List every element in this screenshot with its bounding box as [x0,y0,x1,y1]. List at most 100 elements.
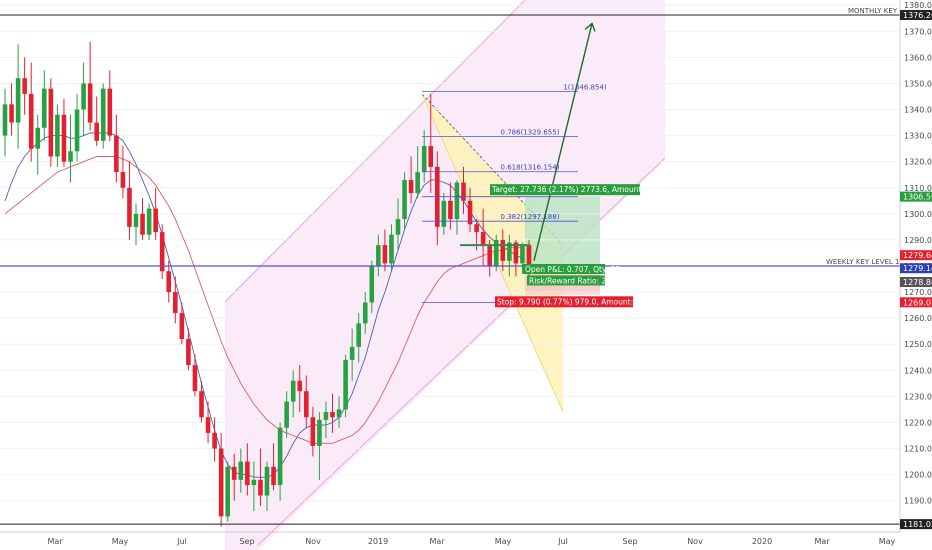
fib-level-label: 0.786(1329.655) [501,129,560,137]
price-tick-label: 1370.000 [904,27,932,36]
candle-body [166,271,172,293]
candle-body [290,380,296,402]
time-tick-label: May [495,537,512,546]
annotations: MONTHLY KEY LEVEL WEEKLY KEY LEVEL 1280.0… [0,7,928,525]
candle-body [22,78,27,94]
target-tag: 1306.598 [903,193,932,202]
candle-body [487,245,492,266]
price-tick-label: 1290.000 [904,236,932,245]
price-tag: 1279.142 [903,264,932,273]
price-tick-label: 1210.000 [904,445,932,454]
low-level-tag: 1181.020 [903,520,932,529]
price-tick-label: 1330.000 [904,132,932,141]
candle-body [74,109,80,152]
candle-body [186,339,191,366]
price-tick-label: 1300.000 [904,210,932,219]
price-tick-label: 1250.000 [904,340,932,349]
candle-body [428,146,434,167]
target-box [490,184,640,196]
candle-body [218,448,224,517]
price-tick-label: 1360.000 [904,53,932,62]
candle-body [127,187,132,227]
candle-body [48,88,54,157]
open-pnl-box [523,264,605,274]
candle-body [81,83,86,110]
candle-body [421,146,427,173]
time-tick-label: Mar [429,537,445,546]
risk-reward-box [527,275,605,286]
fib-level-label: 0.618(1316.154) [501,164,560,172]
candle-body [9,104,14,123]
candle-body [120,172,126,188]
candle-body [369,266,375,303]
candle-body [461,182,466,201]
candle-body [500,239,506,261]
risk-reward-text: Risk/Reward Ratio: 2.83 [529,276,618,285]
target-zone [525,196,600,268]
weekly-key-level-label: WEEKLY KEY LEVEL 1280.000 [826,258,928,266]
candle-body [68,151,73,162]
candles [2,41,532,527]
weekly-level-tag: 1279.649 [903,251,932,260]
candle-body [87,83,93,123]
candle-body [212,432,217,449]
price-tick-label: 1310.000 [904,184,932,193]
stop-box [495,296,633,308]
price-tick-label: 1380.000 [904,1,932,10]
candle-body [42,88,47,128]
candle-body [474,224,479,233]
target-tag-bg [900,191,932,202]
candle-body [304,391,309,418]
candle-body [146,208,152,235]
candle-body [258,479,263,496]
candle-body [415,172,420,193]
candle-body [389,234,394,264]
candle-body [238,461,244,480]
candle-body [467,200,473,225]
candle-body [231,466,237,480]
candle-body [513,242,519,264]
candle-body [343,359,348,410]
time-tick-label: 2019 [368,537,388,546]
stop-tag-bg [900,297,932,308]
price-tick-label: 1320.000 [904,158,932,167]
time-tick-label: Mar [47,537,63,546]
candle-body [317,419,322,446]
candle-body [28,93,34,149]
candle-body [100,88,106,141]
candle-body [114,135,119,173]
candle-body [107,88,113,136]
ascending-channel-fill [225,0,665,550]
monthly-level-tag: 1376.260 [903,11,932,20]
candle-body [402,179,407,220]
candle-body [140,213,145,235]
fib-level-label: 0.382(1297.188) [501,213,560,221]
open-pnl-text: Open P&L: 0.707, Qty: 25 [525,265,621,274]
price-tick-label: 1350.000 [904,79,932,88]
grid [0,4,900,502]
candle-body [297,380,303,392]
price-tick-label: 1240.000 [904,366,932,375]
candle-body [173,292,178,313]
price-tick-label: 1200.000 [904,471,932,480]
candle-body [520,245,525,264]
candle-body [153,208,158,233]
price-tick-label: 1230.000 [904,392,932,401]
fib-level-label: 1(1346.854) [563,84,607,92]
candle-body [271,466,276,486]
candle-body [205,417,211,433]
price-tick-label: 1270.000 [904,288,932,297]
time-tick-label: Sep [622,537,637,546]
candle-body [480,232,486,246]
candle-body [55,114,60,157]
monthly-level-tag-bg [900,9,932,20]
channel-upper-line [224,0,526,303]
candle-body [507,242,512,261]
price-axis-bg [900,0,932,550]
projection-arrow-head [584,22,596,32]
candle-body [310,417,316,446]
time-tick-label: May [879,537,896,546]
